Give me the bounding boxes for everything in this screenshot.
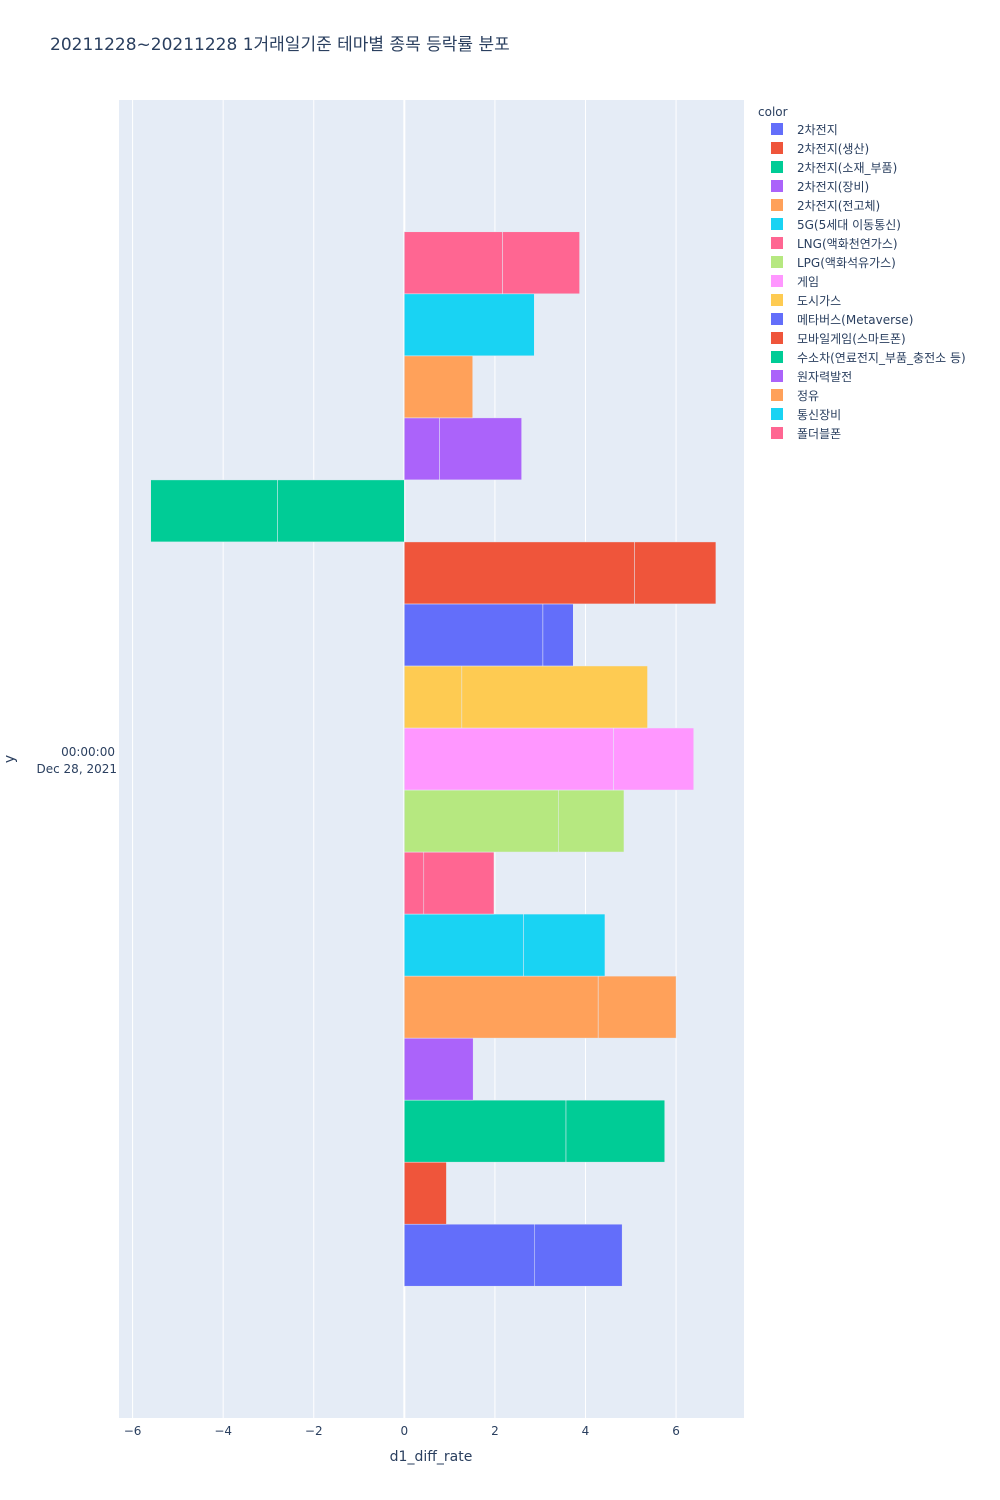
bar-segment <box>404 851 425 915</box>
bar-segment <box>404 789 559 853</box>
bar-segment <box>404 727 614 791</box>
legend-item-label[interactable]: 게임 <box>797 275 819 289</box>
bar-segment <box>404 293 535 357</box>
legend-swatch[interactable] <box>771 313 783 325</box>
bar-segment <box>558 789 625 853</box>
bar-segment <box>565 1099 665 1163</box>
x-tick-label: −4 <box>214 1424 232 1438</box>
bar-segment <box>502 231 580 295</box>
legend-item-label[interactable]: 2차전지(전고체) <box>797 199 880 213</box>
legend-item-label[interactable]: 폴더블폰 <box>797 427 841 441</box>
bar-segment <box>423 851 495 915</box>
x-tick-labels: −6 −4 −2 0 2 4 6 <box>124 1424 680 1438</box>
bar-segment <box>439 417 522 481</box>
legend-item-label[interactable]: 수소차(연료전지_부품_충전소 등) <box>797 351 966 365</box>
bar-segment <box>404 1037 474 1101</box>
bar-segment <box>523 913 606 977</box>
y-axis-title: y <box>2 755 18 763</box>
x-axis-title: d1_diff_rate <box>390 1449 473 1465</box>
legend-swatch[interactable] <box>771 370 783 382</box>
x-tick-label: 4 <box>582 1424 590 1438</box>
legend-swatch[interactable] <box>771 275 783 287</box>
bar-segment <box>404 913 524 977</box>
legend-swatch[interactable] <box>771 161 783 173</box>
bar-segment <box>404 417 440 481</box>
bar-segment <box>461 665 648 729</box>
bar-segment <box>542 603 574 667</box>
x-tick-label: −6 <box>124 1424 142 1438</box>
legend-item-label[interactable]: 2차전지(생산) <box>797 142 869 156</box>
legend-swatch[interactable] <box>771 351 783 363</box>
legend-item-label[interactable]: 정유 <box>797 389 819 403</box>
bar-segment <box>277 479 405 543</box>
bar-segment <box>597 975 677 1039</box>
legend-swatch[interactable] <box>771 408 783 420</box>
bar-segment <box>404 541 635 605</box>
bar-segment <box>534 1223 623 1287</box>
legend-item-label[interactable]: 2차전지(소재_부품) <box>797 161 897 175</box>
chart-title: 20211228~20211228 1거래일기준 테마별 종목 등락률 분포 <box>50 35 510 55</box>
bar-segment <box>150 479 278 543</box>
bar-segment <box>404 1161 447 1225</box>
legend-item-label[interactable]: LNG(액화천연가스) <box>797 236 898 251</box>
bar-segment <box>404 1223 536 1287</box>
legend-item-label[interactable]: 5G(5세대 이동통신) <box>797 218 901 232</box>
legend-item-label[interactable]: 2차전지 <box>797 123 838 137</box>
bar-segment <box>404 975 599 1039</box>
legend-title: color <box>758 105 788 119</box>
legend-item-label[interactable]: 통신장비 <box>797 408 841 422</box>
bar-segment <box>634 541 717 605</box>
x-tick-label: 0 <box>401 1424 409 1438</box>
legend-item-label[interactable]: 메타버스(Metaverse) <box>797 313 913 327</box>
x-tick-label: 2 <box>491 1424 499 1438</box>
bar-segment <box>404 1099 567 1163</box>
legend-swatch[interactable] <box>771 237 783 249</box>
legend-item-label[interactable]: LPG(액화석유가스) <box>797 256 896 270</box>
legend: color 2차전지 2차전지(생산) 2차전지(소재_부품) 2차전지(장비) 2차전… <box>758 105 966 441</box>
bar-segment <box>404 665 463 729</box>
legend-item-label[interactable]: 원자력발전 <box>797 370 852 384</box>
y-tick-label-date: Dec 28, 2021 <box>37 762 117 776</box>
legend-swatch[interactable] <box>771 218 783 230</box>
bar-segment <box>613 727 694 791</box>
legend-swatch[interactable] <box>771 332 783 344</box>
bar-segment <box>404 603 544 667</box>
bar-segment <box>404 231 503 295</box>
legend-swatch[interactable] <box>771 294 783 306</box>
y-tick-label-time: 00:00:00 <box>61 745 115 759</box>
legend-swatch[interactable] <box>771 427 783 439</box>
legend-swatch[interactable] <box>771 123 783 135</box>
legend-swatch[interactable] <box>771 389 783 401</box>
bars <box>150 231 717 1287</box>
legend-item-label[interactable]: 2차전지(장비) <box>797 180 869 194</box>
legend-item-label[interactable]: 모바일게임(스마트폰) <box>797 332 906 346</box>
x-tick-label: 6 <box>672 1424 680 1438</box>
x-tick-label: −2 <box>305 1424 323 1438</box>
legend-swatch[interactable] <box>771 256 783 268</box>
legend-item-label[interactable]: 도시가스 <box>797 294 841 308</box>
legend-swatch[interactable] <box>771 180 783 192</box>
legend-swatch[interactable] <box>771 199 783 211</box>
legend-swatch[interactable] <box>771 142 783 154</box>
bar-segment <box>404 355 473 419</box>
